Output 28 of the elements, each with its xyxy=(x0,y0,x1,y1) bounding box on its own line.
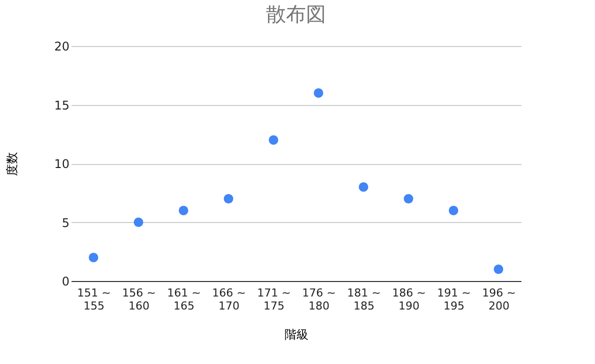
point xyxy=(88,252,98,262)
x-tick-label: 156 ~ 160 xyxy=(122,286,156,312)
y-tick-label: 15 xyxy=(54,98,70,112)
y-tick-label: 10 xyxy=(54,157,70,171)
point xyxy=(224,194,234,204)
point xyxy=(358,182,368,192)
chart-title: 散布図 xyxy=(266,2,326,26)
y-tick-label: 0 xyxy=(62,274,70,288)
x-tick-label: 151 ~ 155 xyxy=(77,286,111,312)
point xyxy=(404,194,414,204)
x-tick-label: 166 ~ 170 xyxy=(212,286,246,312)
point xyxy=(314,88,324,98)
point xyxy=(134,218,144,227)
x-tick-label: 196 ~ 200 xyxy=(482,286,516,312)
x-tick-label: 191 ~ 195 xyxy=(437,286,471,312)
y-tick-label: 20 xyxy=(54,40,70,54)
point xyxy=(448,206,458,216)
x-axis-title: 階級 xyxy=(284,328,308,342)
point xyxy=(268,135,278,145)
y-axis-title: 度数 xyxy=(5,152,20,176)
x-tick-label: 186 ~ 190 xyxy=(392,286,426,312)
x-tick-label: 161 ~ 165 xyxy=(167,286,201,312)
x-tick-label: 171 ~ 175 xyxy=(257,286,291,312)
x-tick-label: 181 ~ 185 xyxy=(347,286,381,312)
point xyxy=(494,264,504,274)
x-tick-label: 176 ~ 180 xyxy=(302,286,336,312)
y-tick-label: 5 xyxy=(62,216,70,230)
point xyxy=(178,206,188,216)
